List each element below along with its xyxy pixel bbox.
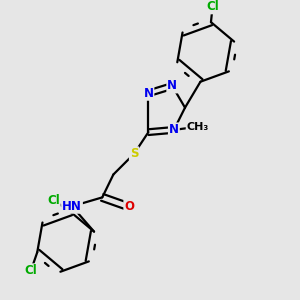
Text: O: O	[124, 200, 134, 213]
Text: S: S	[130, 147, 138, 160]
Text: N: N	[169, 123, 179, 136]
Text: CH₃: CH₃	[187, 122, 209, 132]
Text: N: N	[143, 87, 153, 100]
Text: Cl: Cl	[206, 0, 219, 14]
Text: Cl: Cl	[47, 194, 60, 207]
Text: Cl: Cl	[25, 264, 37, 277]
Text: HN: HN	[62, 200, 82, 213]
Text: N: N	[167, 80, 177, 92]
